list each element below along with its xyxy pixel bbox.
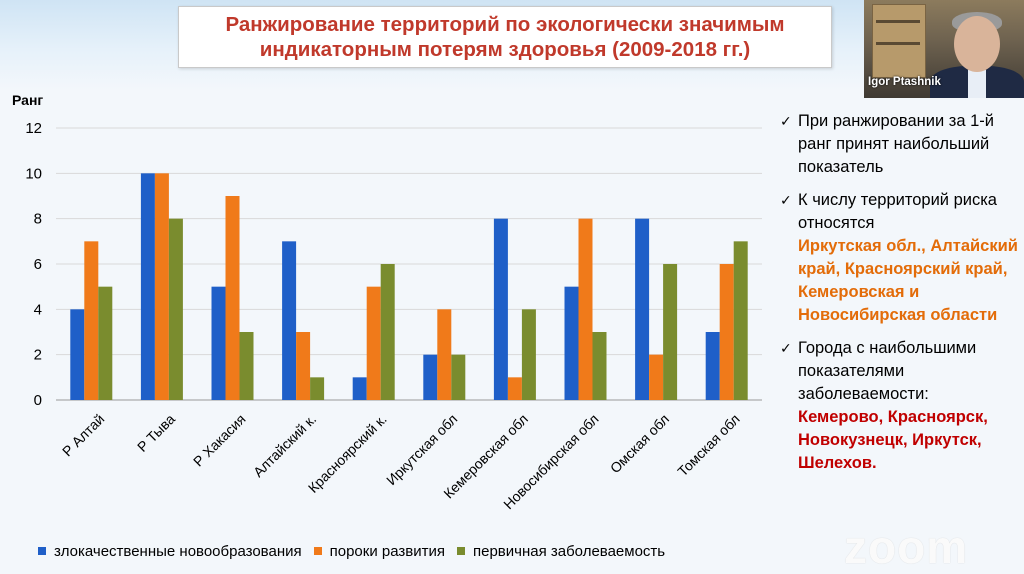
y-tick-label: 6 bbox=[34, 256, 42, 273]
speaker-shirt bbox=[968, 70, 986, 98]
bar-primary-morbidity bbox=[663, 264, 677, 400]
bar-malignant bbox=[635, 219, 649, 400]
bar-primary-morbidity bbox=[593, 332, 607, 400]
bar-malformations bbox=[649, 355, 663, 400]
checkmark-icon: ✓ bbox=[780, 189, 792, 212]
x-tick-label: Р Тыва bbox=[134, 411, 178, 455]
bar-primary-morbidity bbox=[98, 287, 112, 400]
zoom-watermark: zoom bbox=[844, 520, 968, 574]
y-tick-label: 12 bbox=[25, 120, 42, 137]
x-tick-label: Иркутская обл bbox=[383, 411, 460, 488]
legend-item: пороки развития bbox=[314, 543, 445, 560]
bar-primary-morbidity bbox=[522, 309, 536, 400]
bar-malignant bbox=[565, 287, 579, 400]
bar-primary-morbidity bbox=[169, 219, 183, 400]
speaker-face bbox=[954, 16, 1000, 72]
note-text: К числу территорий риска относятся bbox=[798, 189, 1024, 235]
risk-cities: Кемерово, Красноярск, Новокузнецк, Иркут… bbox=[798, 406, 1024, 475]
note-text: При ранжировании за 1-й ранг принят наиб… bbox=[798, 110, 1024, 179]
participant-name: Igor Ptashnik bbox=[868, 76, 941, 88]
y-tick-label: 0 bbox=[34, 392, 42, 409]
x-tick-label: Р Алтай bbox=[59, 411, 108, 460]
bar-malformations bbox=[84, 241, 98, 400]
y-tick-label: 4 bbox=[34, 301, 42, 318]
bar-malignant bbox=[212, 287, 226, 400]
x-tick-label: Томская обл bbox=[674, 411, 743, 480]
bar-malformations bbox=[720, 264, 734, 400]
bar-primary-morbidity bbox=[451, 355, 465, 400]
bar-malignant bbox=[353, 377, 367, 400]
risk-territories: Иркутская обл., Алтайский край, Краснояр… bbox=[798, 235, 1024, 327]
bar-malignant bbox=[282, 241, 296, 400]
legend-swatch bbox=[314, 547, 322, 555]
bar-malformations bbox=[508, 377, 522, 400]
legend-label: первичная заболеваемость bbox=[473, 543, 665, 560]
bar-malformations bbox=[367, 287, 381, 400]
bar-primary-morbidity bbox=[240, 332, 254, 400]
note-text: Города с наибольшими показателями заболе… bbox=[798, 337, 1024, 406]
note-item: ✓ Города с наибольшими показателями забо… bbox=[780, 337, 1024, 475]
legend-item: первичная заболеваемость bbox=[457, 543, 665, 560]
bar-malformations bbox=[437, 309, 451, 400]
note-item: ✓ К числу территорий риска относятся Ирк… bbox=[780, 189, 1024, 327]
participant-video[interactable]: Igor Ptashnik bbox=[864, 0, 1024, 98]
shelf-plank bbox=[876, 42, 920, 45]
legend-swatch bbox=[457, 547, 465, 555]
bar-malformations bbox=[579, 219, 593, 400]
y-tick-label: 8 bbox=[34, 211, 42, 228]
legend-item: злокачественные новообразования bbox=[38, 543, 302, 560]
slide-title: Ранжирование территорий по экологически … bbox=[225, 12, 784, 62]
chart-legend: злокачественные новообразования пороки р… bbox=[38, 541, 677, 561]
shelf-plank bbox=[876, 20, 920, 23]
checkmark-icon: ✓ bbox=[780, 337, 792, 360]
bar-malignant bbox=[423, 355, 437, 400]
bar-malformations bbox=[226, 196, 240, 400]
legend-swatch bbox=[38, 547, 46, 555]
note-item: ✓ При ранжировании за 1-й ранг принят на… bbox=[780, 110, 1024, 179]
bar-primary-morbidity bbox=[310, 377, 324, 400]
x-tick-label: Алтайский к. bbox=[250, 411, 319, 480]
bar-malformations bbox=[296, 332, 310, 400]
checkmark-icon: ✓ bbox=[780, 110, 792, 133]
y-tick-label: 2 bbox=[34, 347, 42, 364]
bookshelf bbox=[872, 4, 926, 78]
y-tick-label: 10 bbox=[25, 165, 42, 182]
x-tick-label: Р Хакасия bbox=[190, 411, 249, 470]
bar-primary-morbidity bbox=[381, 264, 395, 400]
bar-malignant bbox=[706, 332, 720, 400]
notes-panel: ✓ При ранжировании за 1-й ранг принят на… bbox=[780, 110, 1024, 485]
x-tick-label: Омская обл bbox=[607, 411, 672, 476]
legend-label: пороки развития bbox=[330, 543, 445, 560]
bar-malignant bbox=[141, 173, 155, 400]
bar-malignant bbox=[70, 309, 84, 400]
y-axis-label: Ранг bbox=[12, 92, 43, 108]
bar-primary-morbidity bbox=[734, 241, 748, 400]
rank-bar-chart: Ранг 0 2 4 6 8 10 12 Р Алтай Р Тыва Р Хакасия Алтай… bbox=[0, 80, 780, 540]
legend-label: злокачественные новообразования bbox=[54, 543, 302, 560]
bar-malformations bbox=[155, 173, 169, 400]
bar-malignant bbox=[494, 219, 508, 400]
slide-title-box: Ранжирование территорий по экологически … bbox=[178, 6, 832, 68]
